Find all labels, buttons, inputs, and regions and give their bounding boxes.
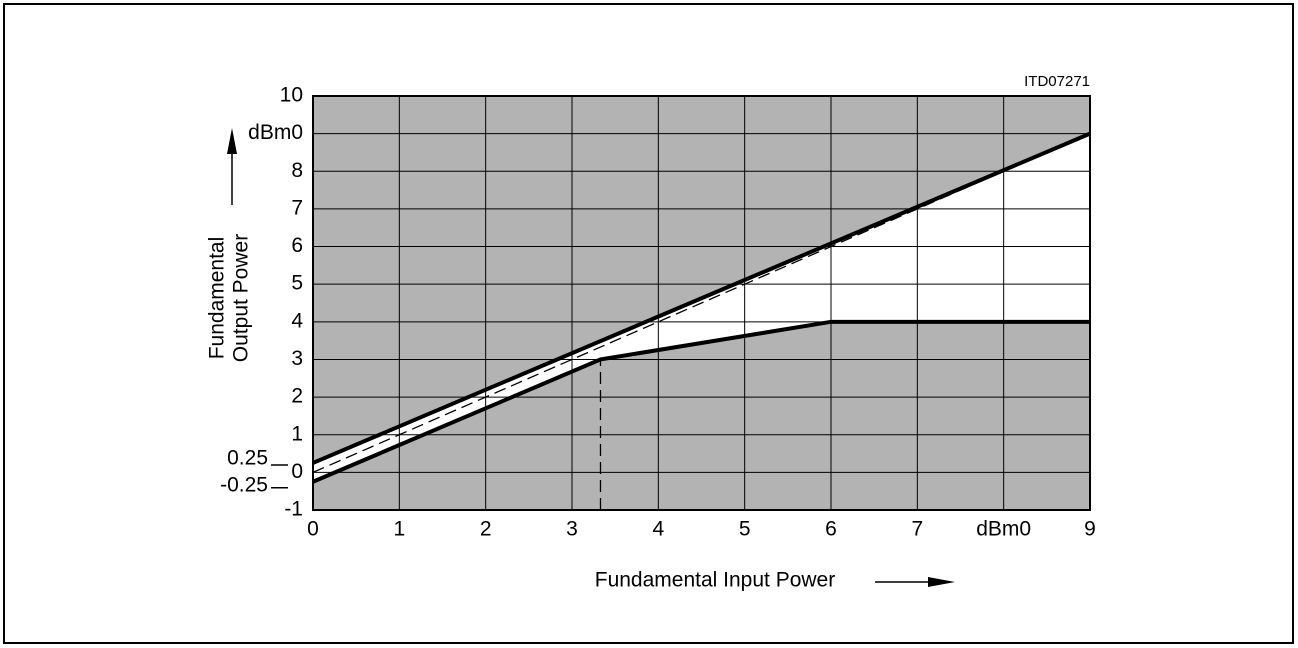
y-tick-label: 7: [291, 196, 303, 219]
y-tick-label: 5: [291, 272, 303, 295]
x-tick-label: 2: [480, 518, 492, 541]
x-tick-label: 6: [825, 518, 837, 541]
x-tick-label: 7: [911, 518, 923, 541]
y-tick-label: 3: [291, 347, 303, 370]
y-tick-label: 10: [280, 84, 303, 107]
x-tick-label: 9: [1084, 518, 1096, 541]
y-tick-label: 2: [291, 385, 303, 408]
y-tick-label: 6: [291, 234, 303, 257]
frame: [3, 3, 1294, 644]
x-tick-label: dBm0: [976, 518, 1031, 541]
y-axis-arrowhead: [227, 128, 237, 154]
x-axis-label: Fundamental Input Power: [595, 569, 835, 592]
y-tick-label: 8: [291, 159, 303, 182]
plot-border: [312, 95, 1091, 511]
y-level-label: -0.25: [220, 473, 268, 496]
x-tick-label: 1: [393, 518, 405, 541]
y-tick-label: 4: [291, 309, 303, 332]
y-level-label: 0.25: [227, 447, 268, 470]
y-axis-label: Output Power: [230, 234, 253, 362]
y-tick-label: -1: [284, 498, 303, 521]
y-tick-label: 0: [291, 460, 303, 483]
y-axis-label: Fundamental: [206, 237, 229, 360]
tolerance-area: [313, 133, 1090, 482]
x-tick-label: 3: [566, 518, 578, 541]
x-axis-arrowhead: [928, 577, 955, 587]
x-tick-label: 5: [739, 518, 751, 541]
y-tick-label: 1: [291, 422, 303, 445]
x-tick-label: 4: [652, 518, 664, 541]
limit-line: [312, 319, 1090, 484]
figure-code: ITD07271: [1024, 73, 1090, 90]
reference-line: [312, 133, 1091, 473]
x-tick-label: 0: [307, 518, 319, 541]
y-tick-label: dBm0: [248, 121, 303, 144]
limit-line: [312, 131, 1091, 465]
